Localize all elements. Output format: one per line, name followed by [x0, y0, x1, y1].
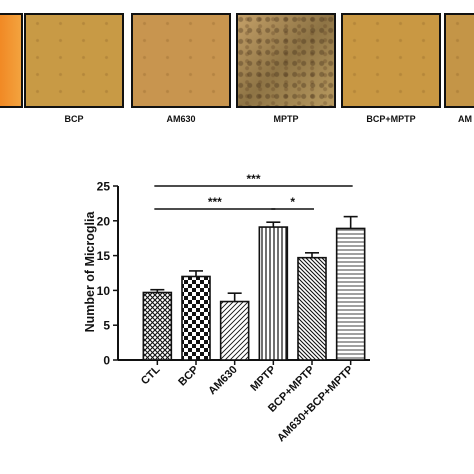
- significance-label: ***: [246, 172, 260, 186]
- micrograph-label: BCP: [64, 114, 84, 124]
- x-tick-label: AM630: [206, 364, 240, 398]
- bar: [258, 226, 289, 361]
- micrograph-label: AM630: [166, 114, 196, 124]
- bar: [181, 275, 211, 361]
- significance-brackets: ****** *: [154, 172, 353, 210]
- bar: [142, 291, 173, 361]
- y-tick-label: 15: [97, 249, 111, 263]
- micrograph-panel: [24, 13, 124, 108]
- y-tick-label: 5: [103, 319, 110, 333]
- micrograph-panel: [341, 13, 441, 108]
- significance-label: ***: [208, 195, 222, 209]
- y-axis-label: Number of Microglia: [83, 211, 97, 333]
- bar: [335, 227, 366, 361]
- y-tick-label: 0: [103, 354, 110, 368]
- micrograph-label: AM: [458, 114, 472, 124]
- micrograph-label: BCP+MPTP: [366, 114, 416, 124]
- y-tick-label: 20: [97, 214, 111, 228]
- micrograph-panel: [131, 13, 231, 108]
- micrograph-panel: [236, 13, 336, 108]
- bar: [297, 256, 327, 361]
- x-tick-label: CTL: [139, 363, 163, 387]
- x-tick-label: AM630+BCP+MPTP: [275, 364, 356, 445]
- bar: [219, 300, 250, 361]
- x-tick-label: MPTP: [248, 364, 278, 394]
- significance-label: *: [290, 195, 295, 209]
- micrograph-panel: [444, 13, 474, 108]
- y-tick-label: 10: [97, 284, 111, 298]
- x-tick-label: BCP: [176, 364, 201, 389]
- micrograph-panel: [0, 13, 23, 108]
- y-tick-label: 25: [97, 180, 111, 194]
- micrograph-label: MPTP: [273, 114, 299, 124]
- chart-bars: [142, 215, 366, 361]
